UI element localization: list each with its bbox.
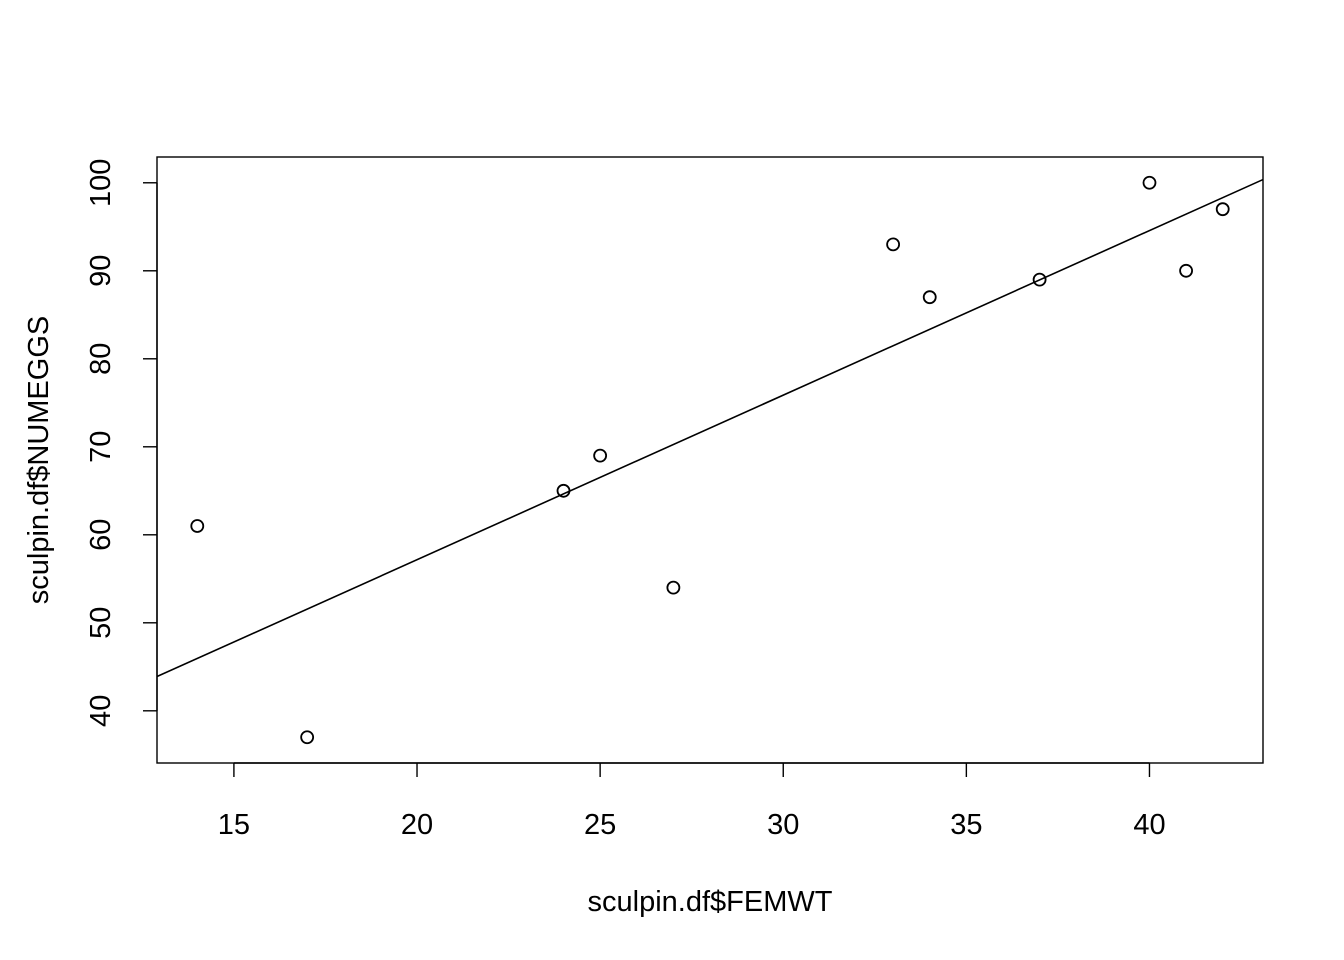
- data-point: [556, 483, 571, 498]
- regression-line: [157, 178, 1263, 678]
- x-tick-label: 20: [401, 809, 433, 841]
- data-point: [1142, 175, 1157, 190]
- y-tick-label: 70: [85, 431, 117, 463]
- y-axis: 40 50 60 70 80 90 100: [85, 159, 158, 727]
- y-tick-label: 60: [85, 519, 117, 551]
- data-point: [886, 237, 901, 252]
- x-tick-label: 15: [218, 809, 250, 841]
- y-tick-label: 50: [85, 607, 117, 639]
- regression-line-layer: [157, 178, 1263, 678]
- y-tick-label: 90: [85, 255, 117, 287]
- x-tick-label: 25: [584, 809, 616, 841]
- data-point: [1032, 272, 1047, 287]
- data-point: [1179, 263, 1193, 278]
- plot-frame: [156, 156, 1264, 764]
- data-point: [1215, 202, 1230, 217]
- data-point: [666, 580, 681, 595]
- data-point: [922, 290, 937, 305]
- data-point: [593, 448, 608, 463]
- x-tick-label: 35: [950, 809, 982, 841]
- x-tick-label: 30: [767, 809, 799, 841]
- y-tick-label: 100: [85, 159, 117, 207]
- x-tick-label: 40: [1133, 809, 1165, 841]
- data-point: [190, 519, 205, 533]
- data-points: [190, 175, 1230, 745]
- data-point: [300, 730, 315, 745]
- y-tick-label: 40: [85, 695, 117, 727]
- y-axis-label: sculpin.df$NUMEGGS: [23, 316, 55, 605]
- x-axis: 15 20 25 30 35 40: [218, 762, 1166, 841]
- y-tick-label: 80: [85, 343, 117, 375]
- x-axis-label: sculpin.df$FEMWT: [588, 886, 833, 918]
